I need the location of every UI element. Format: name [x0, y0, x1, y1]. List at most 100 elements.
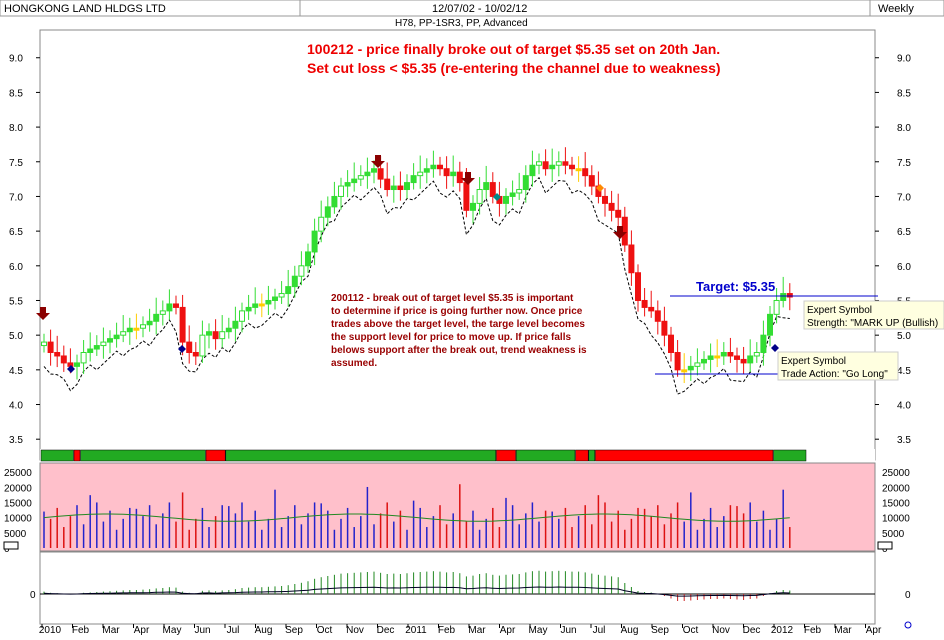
candle-body [364, 171, 371, 177]
candle-body [608, 202, 615, 211]
x-tick-label: Apr [500, 625, 516, 635]
candle-body [173, 303, 179, 308]
candle-body [740, 358, 747, 364]
date-axis: 2010 Feb Mar Apr May Jun Jul Aug Sep Oct Nov Dec 201… [39, 624, 882, 636]
candle-body [272, 296, 278, 301]
candle-body [344, 182, 351, 187]
candle-body [569, 164, 575, 170]
header-bar [0, 0, 944, 17]
candle-body [628, 244, 635, 274]
scroll-icon[interactable] [904, 621, 912, 629]
annotation-top-line1: 100212 - price finally broke out of targ… [307, 41, 720, 57]
y-tick-label: 7.0 [9, 192, 23, 203]
panel-resize-icon[interactable] [877, 541, 893, 550]
candle-body [621, 216, 628, 246]
y-tick-label: 5.5 [9, 296, 23, 307]
y-tick-label: 6.5 [897, 227, 911, 238]
candle-body [522, 175, 529, 191]
x-tick-label: 2011 [405, 625, 427, 635]
y-tick-label: 4.5 [9, 366, 23, 377]
candle-body [232, 320, 239, 329]
candle-body [410, 175, 417, 184]
y-tick-label: 8.0 [9, 123, 23, 134]
x-tick-label: Jun [194, 625, 210, 635]
volume-panel [39, 462, 876, 552]
candle-body [503, 195, 509, 204]
note-line: belows support after the break out, tren… [331, 345, 587, 356]
x-tick-label: Aug [621, 625, 639, 635]
candle-body [239, 310, 245, 322]
candle-body [140, 324, 146, 329]
ribbon-segment [595, 449, 774, 462]
y-tick-label: 5.0 [897, 331, 911, 342]
x-tick-label: Apr [866, 625, 882, 635]
x-tick-label: Oct [683, 625, 699, 635]
candle-body [305, 251, 311, 267]
candle-body [602, 195, 608, 204]
candle-body [773, 299, 780, 315]
candle-body [575, 168, 582, 172]
x-tick-label: 2010 [39, 625, 62, 635]
candle-body [54, 352, 61, 357]
candle-body [120, 331, 127, 336]
down-arrow-icon [461, 172, 475, 185]
x-tick-label: Nov [346, 625, 364, 635]
x-tick-label: Feb [804, 625, 822, 635]
x-tick-label: Aug [255, 625, 273, 635]
ribbon-segment [496, 449, 516, 462]
y-tick-label: 8.0 [897, 123, 911, 134]
y-tick-label: 8.5 [897, 88, 911, 99]
x-tick-label: Mar [468, 625, 486, 635]
candle-body [126, 327, 133, 333]
oscillator-tick-label: 0 [905, 590, 911, 601]
volume-tick-label: 20000 [882, 483, 910, 494]
candle-body [186, 341, 193, 353]
y-tick-label: 6.0 [897, 262, 911, 273]
x-tick-label: Sep [285, 625, 303, 635]
candle-body [285, 286, 292, 295]
candle-body [199, 334, 206, 357]
volume-tick-label: 5000 [4, 529, 27, 540]
expert-tooltip-1 [803, 300, 944, 330]
candle-body [225, 327, 232, 333]
candle-body [331, 195, 338, 208]
candle-body [47, 341, 54, 353]
down-arrow-icon [613, 226, 627, 239]
diamond-icon [178, 345, 186, 353]
candle-body [767, 313, 773, 336]
y-tick-label: 4.0 [9, 401, 23, 412]
candle-body [153, 313, 160, 322]
panel-resize-icon[interactable] [3, 541, 19, 550]
candle-body [107, 338, 113, 343]
annotation-top-line2: Set cut loss < $5.35 (re-entering the ch… [307, 60, 721, 76]
y-tick-label: 7.5 [897, 158, 911, 169]
ribbon-segment [773, 449, 807, 462]
candle-body [206, 331, 212, 336]
y-tick-label: 4.0 [897, 401, 911, 412]
candle-body [437, 164, 443, 170]
candle-body [648, 306, 655, 312]
ribbon-segment [80, 449, 206, 462]
x-tick-label: Dec [377, 625, 395, 635]
candle-body [509, 192, 516, 197]
x-tick-label: Jun [560, 625, 576, 635]
volume-tick-label: 10000 [4, 514, 32, 525]
candle-body [351, 178, 358, 184]
x-tick-label: Feb [438, 625, 456, 635]
volume-tick-label: 25000 [882, 468, 910, 479]
y-tick-label: 8.5 [9, 88, 23, 99]
candle-body [41, 341, 47, 347]
x-tick-label: Nov [712, 625, 730, 635]
candle-body [93, 345, 100, 350]
diamond-icon [67, 365, 75, 373]
candle-body [687, 365, 694, 371]
candle-body [357, 175, 364, 180]
candle-body [476, 189, 483, 204]
y-tick-label: 6.0 [9, 262, 23, 273]
symbol-title: HONGKONG LAND HLDGS LTD [4, 3, 166, 15]
x-tick-label: 2012 [771, 625, 794, 635]
candle-body [470, 202, 476, 211]
x-tick-label: Apr [134, 625, 150, 635]
